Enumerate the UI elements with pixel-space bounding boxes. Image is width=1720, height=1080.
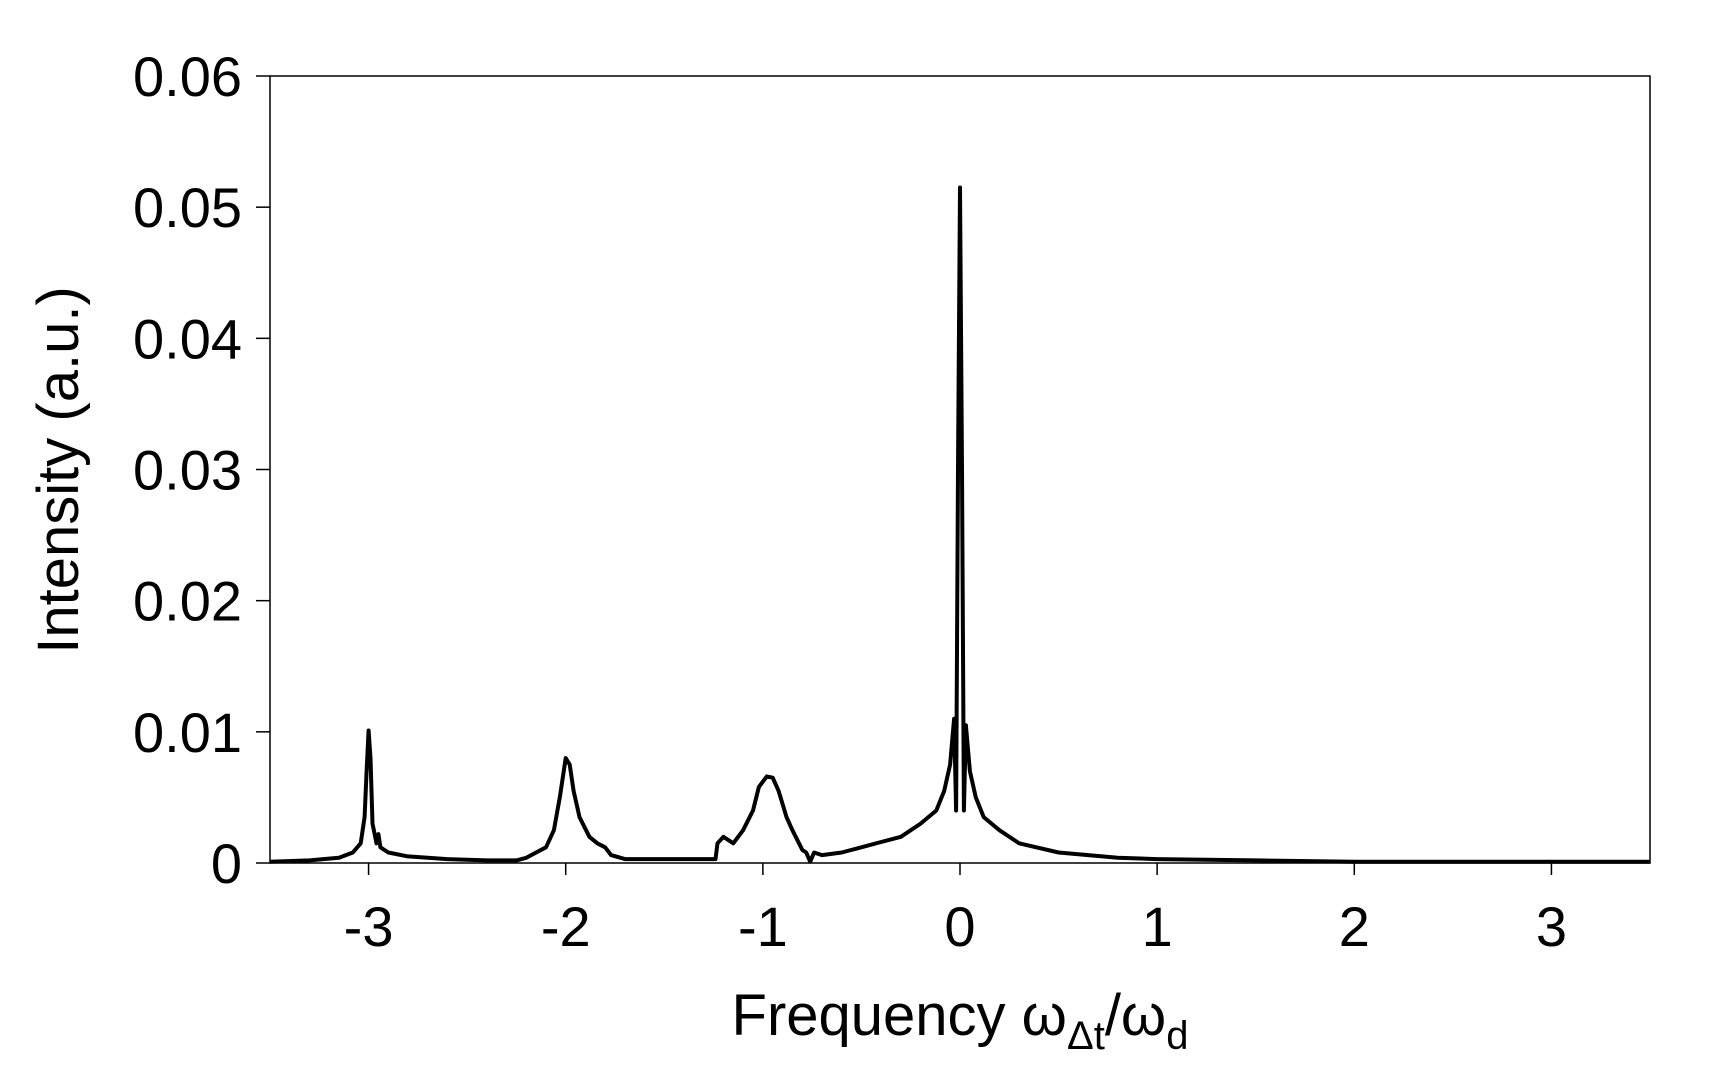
- x-axis-label-mid: /ω: [1105, 983, 1166, 1048]
- y-tick-label: 0.01: [133, 701, 242, 764]
- x-axis-label-sub2: d: [1166, 1014, 1188, 1058]
- series-line: [269, 185, 1650, 864]
- y-axis-label: Intensity (a.u.): [26, 286, 91, 653]
- x-tick-label: 2: [1339, 895, 1370, 958]
- x-axis-label: Frequency ωΔt/ωd: [732, 983, 1189, 1058]
- x-tick-label: -1: [738, 895, 788, 958]
- y-tick-label: 0.06: [133, 45, 242, 108]
- x-tick-label: -2: [541, 895, 591, 958]
- x-tick-label: 0: [944, 895, 975, 958]
- y-tick-label: 0.05: [133, 176, 242, 239]
- x-axis-label-sub1: Δt: [1067, 1014, 1105, 1058]
- x-tick-label: 3: [1536, 895, 1567, 958]
- x-tick-label: 1: [1142, 895, 1173, 958]
- y-tick-label: 0.03: [133, 439, 242, 502]
- y-ticks: 0 0.01 0.02 0.03 0.04 0.05 0.06: [133, 45, 270, 895]
- x-tick-label: -3: [344, 895, 394, 958]
- y-tick-label: 0.02: [133, 570, 242, 633]
- y-tick-label: 0.04: [133, 307, 242, 370]
- x-ticks: -3 -2 -1 0 1 2 3: [344, 863, 1567, 958]
- y-tick-label: 0: [211, 832, 242, 895]
